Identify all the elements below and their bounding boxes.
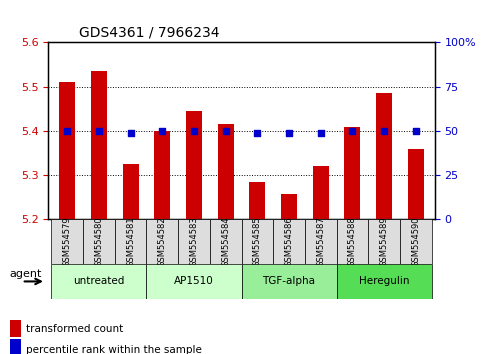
Bar (313, 166, 328, 219)
Bar (186, 111, 202, 219)
Bar (10, 320, 21, 337)
FancyBboxPatch shape (178, 219, 210, 264)
Bar (59, 82, 75, 219)
Text: GSM554590: GSM554590 (411, 216, 420, 267)
Bar (376, 93, 392, 219)
FancyBboxPatch shape (337, 264, 431, 299)
Point (190, 128, 198, 134)
Text: GSM554588: GSM554588 (348, 216, 357, 267)
Text: transformed count: transformed count (26, 324, 123, 333)
FancyBboxPatch shape (368, 219, 400, 264)
Bar (10, 339, 21, 354)
Text: GSM554579: GSM554579 (63, 216, 72, 267)
Text: Heregulin: Heregulin (359, 276, 409, 286)
FancyBboxPatch shape (52, 219, 83, 264)
Bar (408, 149, 424, 219)
Point (285, 130, 293, 136)
Point (254, 130, 261, 136)
FancyBboxPatch shape (83, 219, 115, 264)
Bar (281, 194, 297, 219)
FancyBboxPatch shape (242, 219, 273, 264)
Bar (249, 182, 265, 219)
FancyBboxPatch shape (52, 264, 146, 299)
Text: GSM554585: GSM554585 (253, 216, 262, 267)
FancyBboxPatch shape (337, 219, 368, 264)
Point (95, 128, 103, 134)
Text: GSM554580: GSM554580 (95, 216, 103, 267)
Bar (155, 131, 170, 219)
Point (317, 130, 325, 136)
Point (412, 128, 420, 134)
FancyBboxPatch shape (273, 219, 305, 264)
FancyBboxPatch shape (242, 264, 337, 299)
FancyBboxPatch shape (210, 219, 242, 264)
Text: agent: agent (10, 269, 42, 279)
Text: untreated: untreated (73, 276, 125, 286)
Bar (344, 126, 360, 219)
Text: GSM554583: GSM554583 (189, 216, 199, 267)
Bar (218, 124, 234, 219)
Text: GSM554586: GSM554586 (284, 216, 294, 267)
Point (349, 128, 356, 134)
Text: GDS4361 / 7966234: GDS4361 / 7966234 (79, 26, 220, 40)
Point (222, 128, 229, 134)
Text: percentile rank within the sample: percentile rank within the sample (26, 345, 202, 354)
Text: GSM554589: GSM554589 (380, 216, 388, 267)
Bar (123, 164, 139, 219)
FancyBboxPatch shape (146, 219, 178, 264)
Bar (91, 71, 107, 219)
FancyBboxPatch shape (305, 219, 337, 264)
FancyBboxPatch shape (400, 219, 431, 264)
Text: GSM554584: GSM554584 (221, 216, 230, 267)
Point (158, 128, 166, 134)
Point (380, 128, 388, 134)
FancyBboxPatch shape (115, 219, 146, 264)
Text: GSM554581: GSM554581 (126, 216, 135, 267)
Text: GSM554582: GSM554582 (158, 216, 167, 267)
Text: GSM554587: GSM554587 (316, 216, 325, 267)
Text: AP1510: AP1510 (174, 276, 214, 286)
Point (63, 128, 71, 134)
Text: TGF-alpha: TGF-alpha (262, 276, 315, 286)
Point (127, 130, 134, 136)
FancyBboxPatch shape (146, 264, 242, 299)
